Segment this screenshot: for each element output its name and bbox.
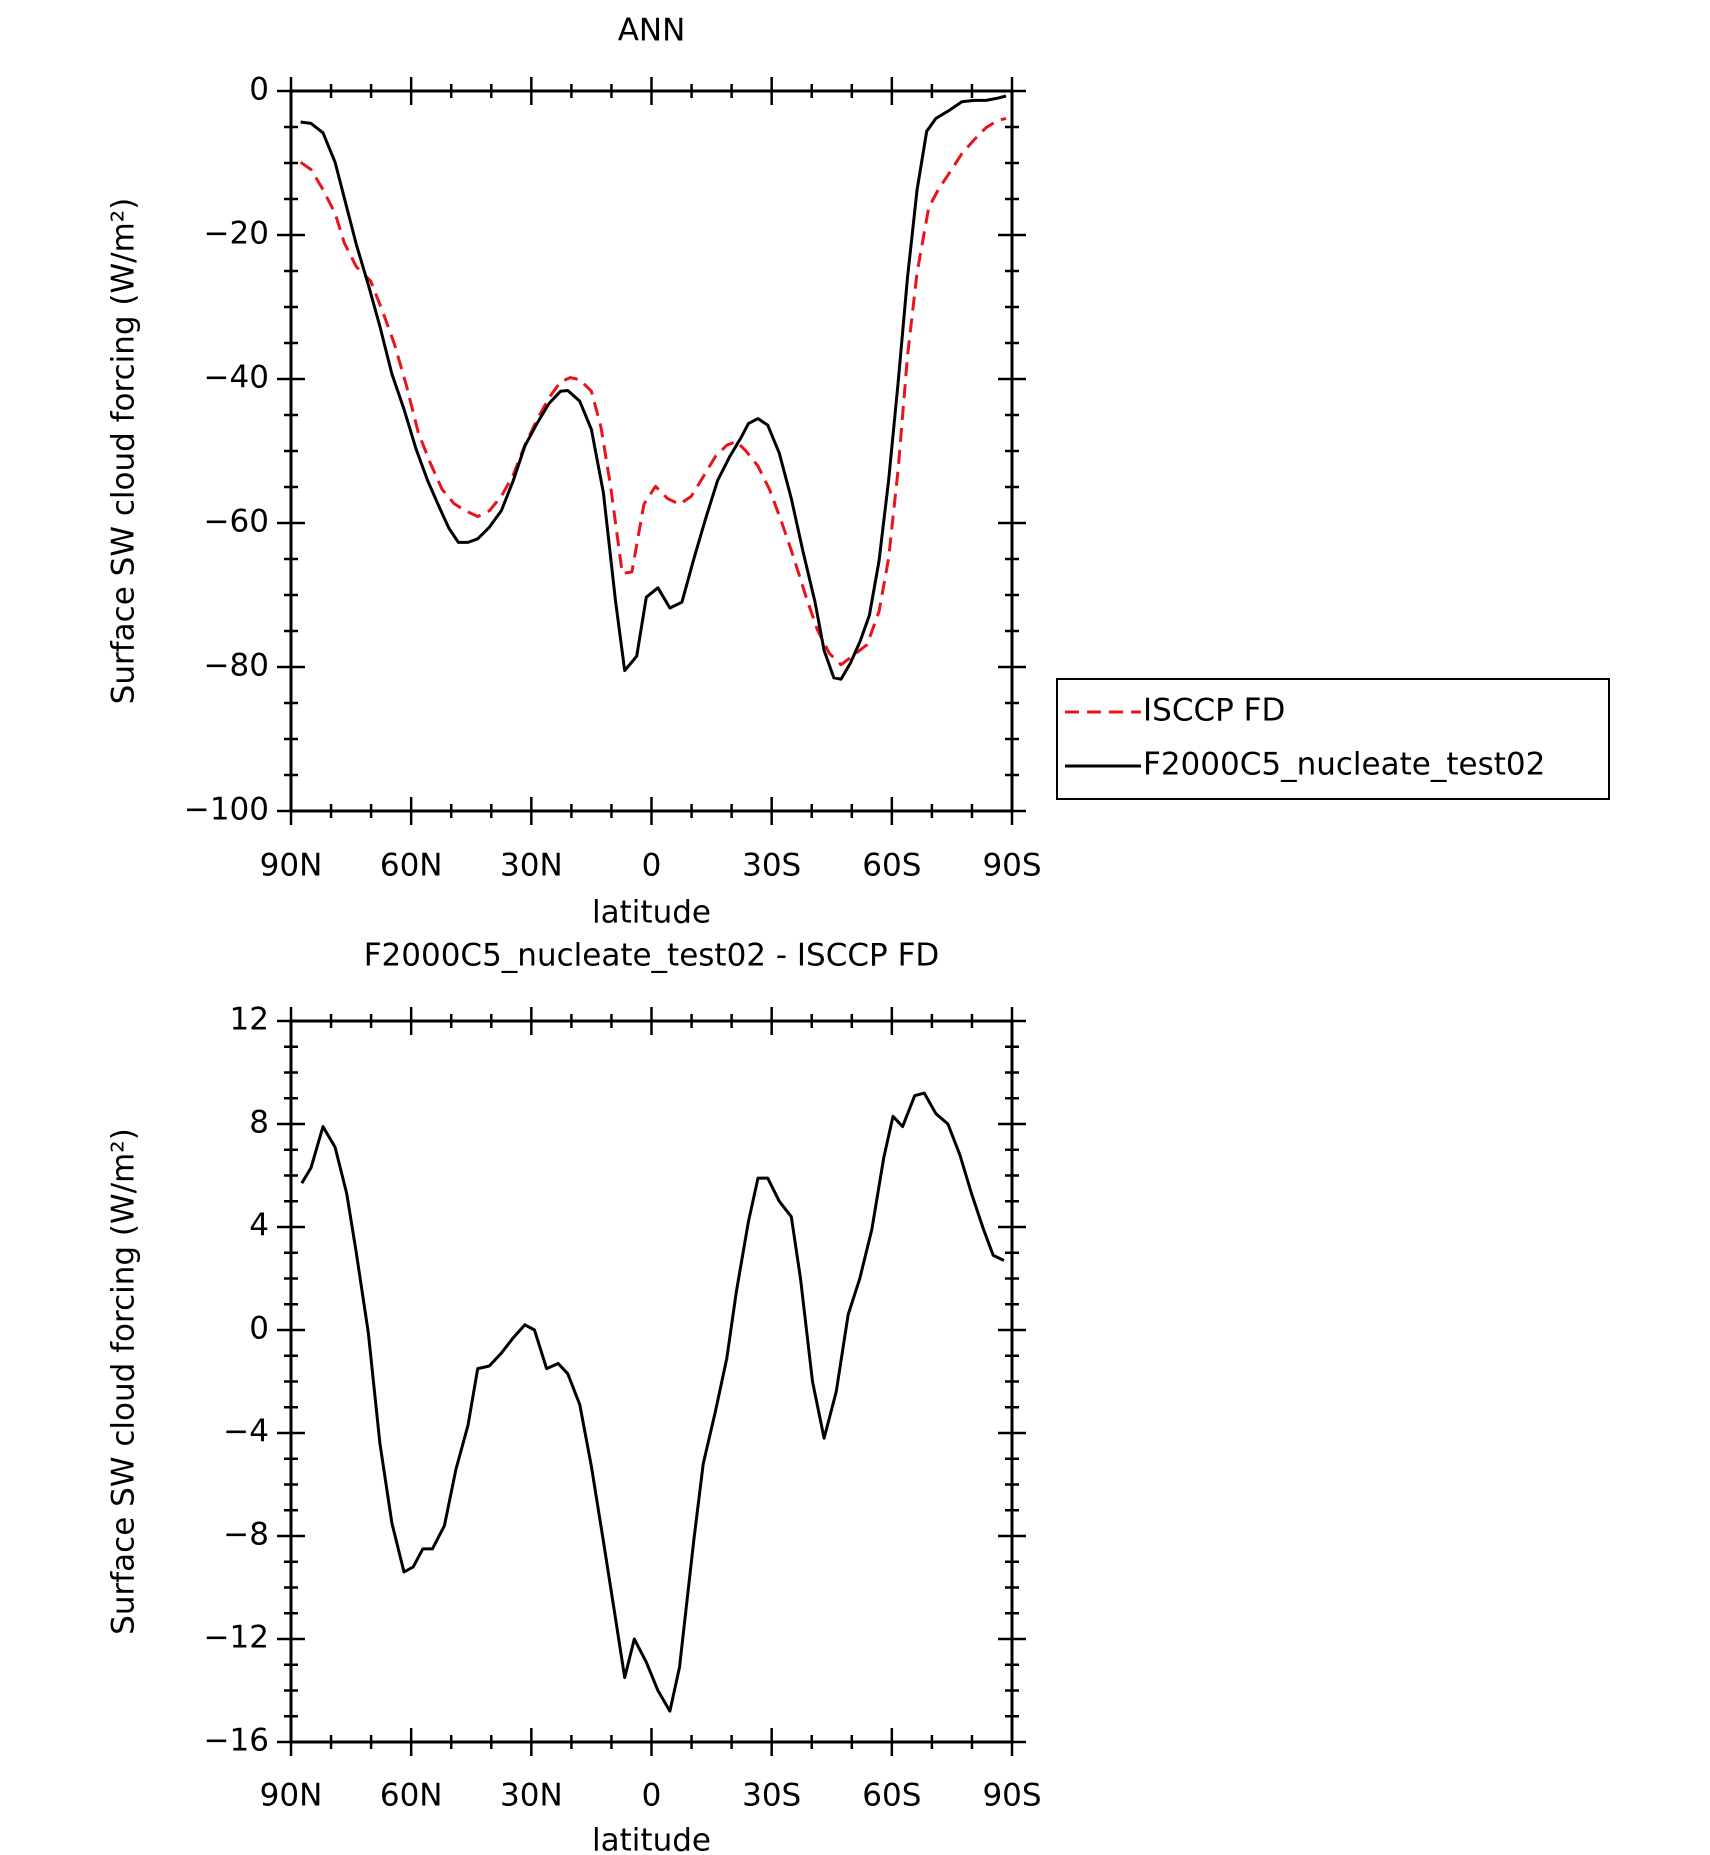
x-tick-label: 30S (742, 848, 801, 884)
x-tick-label: 90S (982, 848, 1041, 884)
x-tick-label: 30N (500, 1778, 563, 1814)
chart-title: ANN (618, 13, 686, 49)
y-axis-label: Surface SW cloud forcing (W/m²) (106, 1128, 142, 1635)
y-tick-label: −40 (204, 360, 269, 396)
data-line (299, 116, 1007, 667)
data-line (300, 94, 1007, 681)
y-tick-label: −100 (184, 792, 269, 828)
x-tick-label: 60N (380, 1778, 443, 1814)
x-tick-label: 0 (642, 848, 662, 884)
y-tick-label: 0 (249, 1311, 269, 1347)
y-tick-label: −8 (223, 1517, 269, 1553)
legend-label: F2000C5_nucleate_test02 (1143, 747, 1545, 783)
y-tick-label: −20 (204, 216, 269, 252)
y-tick-label: −80 (204, 648, 269, 684)
x-tick-label: 0 (642, 1778, 662, 1814)
x-tick-label: 60S (862, 1778, 921, 1814)
x-tick-label: 30S (742, 1778, 801, 1814)
x-tick-label: 30N (500, 848, 563, 884)
plot-frame (289, 1019, 1014, 1744)
x-tick-label: 90N (260, 1778, 323, 1814)
y-tick-label: 12 (230, 1002, 269, 1038)
legend-label: ISCCP FD (1143, 693, 1285, 729)
plot-frame (289, 89, 1014, 813)
x-tick-label: 60N (380, 848, 443, 884)
y-tick-label: −60 (204, 504, 269, 540)
legend-box (1056, 678, 1610, 800)
x-axis-label: latitude (592, 1823, 711, 1855)
y-tick-label: −16 (204, 1723, 269, 1759)
y-tick-label: −12 (204, 1620, 269, 1656)
y-tick-label: 8 (249, 1105, 269, 1141)
y-tick-label: 4 (249, 1208, 269, 1244)
chart-title: F2000C5_nucleate_test02 - ISCCP FD (364, 938, 940, 974)
x-axis-label: latitude (592, 895, 711, 931)
x-tick-label: 90N (260, 848, 323, 884)
y-tick-label: −4 (223, 1414, 269, 1450)
data-line (300, 1091, 1005, 1713)
x-tick-label: 90S (982, 1778, 1041, 1814)
x-tick-label: 60S (862, 848, 921, 884)
y-axis-label: Surface SW cloud forcing (W/m²) (106, 198, 142, 705)
y-tick-label: 0 (249, 72, 269, 108)
